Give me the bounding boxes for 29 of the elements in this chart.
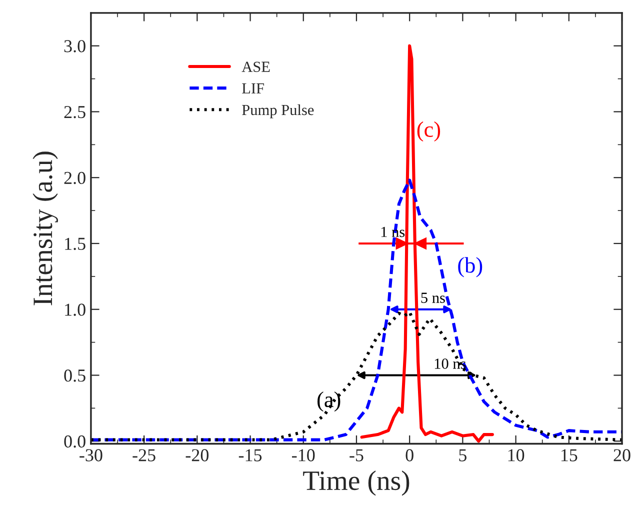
x-tick-label: -10: [292, 449, 315, 462]
x-tick-label: -5: [350, 449, 364, 462]
line-series: [360, 44, 494, 443]
y-tick-label: 1.0: [65, 304, 86, 316]
annotation: 5 ns: [421, 292, 445, 303]
x-tick-label: 5: [459, 449, 466, 462]
annotation: (b): [458, 257, 482, 278]
y-tick-label: 0.5: [64, 370, 86, 382]
legend-label: Pump Pulse: [242, 104, 314, 118]
x-tick-label: -30: [80, 449, 102, 462]
y-tick-label: 0.0: [64, 435, 86, 448]
annotation: (c): [417, 121, 440, 142]
y-tick-label: 2.5: [64, 106, 86, 118]
legend-label: LIF: [242, 83, 264, 94]
legend-label: ASE: [242, 62, 270, 72]
x-tick-label: 15: [561, 449, 578, 462]
annotation: (a): [318, 392, 340, 412]
annotation: 1 ns: [381, 226, 405, 238]
y-tick-label: 1.5: [65, 238, 86, 250]
x-axis-title: Time (ns): [303, 470, 410, 496]
x-tick-label: 0: [406, 449, 414, 462]
x-tick-label: -15: [238, 449, 262, 462]
x-tick-label: -20: [186, 449, 209, 462]
x-tick-label: -25: [132, 449, 156, 462]
y-tick-label: 2.0: [64, 172, 86, 184]
x-tick-label: 20: [614, 449, 630, 462]
y-tick-label: 3.0: [64, 40, 86, 52]
y-axis-title: Intensity (a.u): [32, 152, 58, 306]
x-tick-label: 10: [508, 449, 524, 462]
